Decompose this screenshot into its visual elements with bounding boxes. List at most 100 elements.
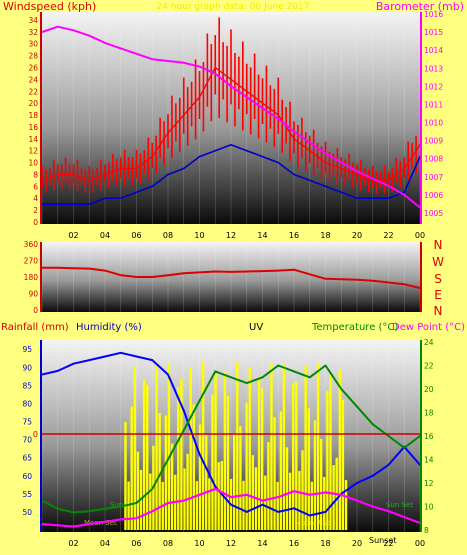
humidity-axis-tick: 50 bbox=[22, 508, 32, 517]
dew-point-series-point bbox=[356, 499, 358, 502]
temp-axis-tick: 20 bbox=[424, 385, 434, 394]
humidity-axis-tick: 80 bbox=[22, 399, 32, 408]
wind-axis-tick: 10 bbox=[28, 159, 38, 168]
dew-point-label: Dew Point (°C) bbox=[392, 322, 465, 333]
compass-s: S bbox=[434, 272, 442, 286]
barometer-series-point bbox=[419, 206, 420, 209]
x-tick-label: 16 bbox=[289, 231, 299, 240]
wind-axis-tick: 16 bbox=[28, 123, 38, 132]
humidity-series-point bbox=[167, 373, 169, 376]
dew-point-series-point bbox=[293, 490, 295, 493]
baro-axis-tick: 1006 bbox=[424, 191, 443, 200]
gust-series-point bbox=[277, 114, 280, 116]
gust-series-point bbox=[56, 173, 59, 176]
temperature-series-point bbox=[340, 388, 343, 390]
gust-series-point bbox=[72, 173, 75, 176]
humidity-series-point bbox=[56, 370, 59, 372]
wind-avg-series-point bbox=[277, 161, 280, 164]
x-tick-label: 14 bbox=[257, 231, 267, 240]
baro-axis-tick: 1009 bbox=[424, 137, 443, 146]
temperature-series-point bbox=[419, 435, 420, 437]
humidity-series-point bbox=[356, 482, 358, 484]
gust-series-point bbox=[356, 173, 358, 176]
wind-baro-chart: 0246810121416182022242628303234100510061… bbox=[28, 10, 443, 240]
wind-avg-series-point bbox=[88, 203, 91, 206]
gust-series-point bbox=[214, 66, 217, 69]
direction-series-point bbox=[104, 269, 106, 272]
humidity-series-point bbox=[88, 359, 91, 361]
x-tick-label: 22 bbox=[383, 539, 393, 548]
humidity-series-point bbox=[371, 474, 374, 477]
direction-series-point bbox=[56, 266, 59, 269]
barometer-series-point bbox=[403, 193, 406, 196]
dew-point-series-point bbox=[72, 525, 75, 528]
x-tick-label: 16 bbox=[289, 539, 299, 548]
humidity-series-point bbox=[419, 464, 420, 466]
barometer-label: Barometer (mb) bbox=[376, 0, 464, 13]
dew-point-series-point bbox=[88, 523, 91, 526]
barometer-series-point bbox=[308, 141, 311, 144]
gust-series-point bbox=[119, 167, 122, 170]
barometer-series-point bbox=[88, 34, 91, 37]
wind-axis-tick: 32 bbox=[28, 28, 38, 37]
humidity-series-point bbox=[324, 511, 327, 513]
gust-series-point bbox=[261, 102, 264, 105]
temperature-series-point bbox=[72, 511, 75, 514]
direction-series-point bbox=[135, 276, 138, 278]
dew-point-series-point bbox=[340, 493, 343, 496]
barometer-series-point bbox=[56, 25, 59, 28]
chart-title: 24 hour graph data: 06 June 2017 bbox=[157, 2, 310, 12]
wind-axis-tick: 2 bbox=[33, 206, 38, 215]
wind-avg-series-point bbox=[42, 203, 43, 206]
dew-point-series-point bbox=[119, 518, 122, 521]
x-tick-label: 12 bbox=[226, 539, 236, 548]
baro-axis-tick: 1008 bbox=[424, 155, 443, 164]
temperature-series-point bbox=[387, 435, 390, 437]
gust-series-point bbox=[104, 173, 106, 176]
wind-axis-tick: 18 bbox=[28, 111, 38, 120]
humidity-series-point bbox=[387, 464, 390, 466]
barometer-series-point bbox=[72, 29, 75, 32]
humidity-axis-tick: 70 bbox=[22, 436, 32, 445]
temperature-series-point bbox=[371, 423, 374, 426]
humidity-label: Humidity (%) bbox=[76, 322, 142, 333]
x-tick-label: 20 bbox=[352, 539, 362, 548]
gust-series-point bbox=[403, 167, 406, 170]
windspeed-label: Windspeed (kph) bbox=[3, 0, 96, 13]
direction-series-point bbox=[167, 274, 169, 277]
baro-axis-tick: 1010 bbox=[424, 119, 443, 128]
barometer-series-point bbox=[340, 161, 343, 164]
wind-avg-series-point bbox=[371, 197, 374, 200]
wind-axis-tick: 34 bbox=[28, 16, 38, 25]
direction-series-point bbox=[261, 270, 264, 273]
temperature-series-point bbox=[356, 405, 358, 408]
humidity-axis-tick: 95 bbox=[22, 345, 32, 354]
temperature-series-point bbox=[214, 370, 217, 373]
dew-point-series-point bbox=[104, 520, 106, 523]
wind-avg-series-point bbox=[135, 191, 138, 194]
temperature-series-point bbox=[88, 510, 91, 513]
baro-axis-tick: 1005 bbox=[424, 209, 443, 218]
wind-avg-series-point bbox=[245, 149, 248, 152]
compass-n-top: N bbox=[434, 238, 443, 252]
rain-zero-label: 0 bbox=[33, 430, 38, 439]
x-tick-label: 04 bbox=[100, 539, 110, 548]
humidity-series-point bbox=[261, 503, 264, 506]
gust-series-point bbox=[167, 131, 169, 134]
temp-axis-tick: 12 bbox=[424, 479, 434, 488]
direction-series-point bbox=[356, 278, 358, 281]
barometer-series-point bbox=[167, 60, 169, 62]
direction-series-point bbox=[245, 270, 248, 273]
dew-point-series-point bbox=[214, 487, 217, 490]
humidity-series-point bbox=[214, 485, 217, 488]
humidity-axis-tick: 85 bbox=[22, 381, 32, 390]
temperature-series-point bbox=[261, 376, 264, 379]
direction-axis-tick: 180 bbox=[24, 273, 39, 282]
wind-axis-tick: 6 bbox=[33, 182, 38, 191]
barometer-series-point bbox=[277, 118, 280, 120]
x-tick-label: 18 bbox=[320, 539, 330, 548]
barometer-series-point bbox=[151, 58, 154, 61]
gust-series-point bbox=[371, 179, 374, 182]
x-tick-label: 10 bbox=[194, 539, 204, 548]
temperature-series-point bbox=[403, 446, 406, 449]
